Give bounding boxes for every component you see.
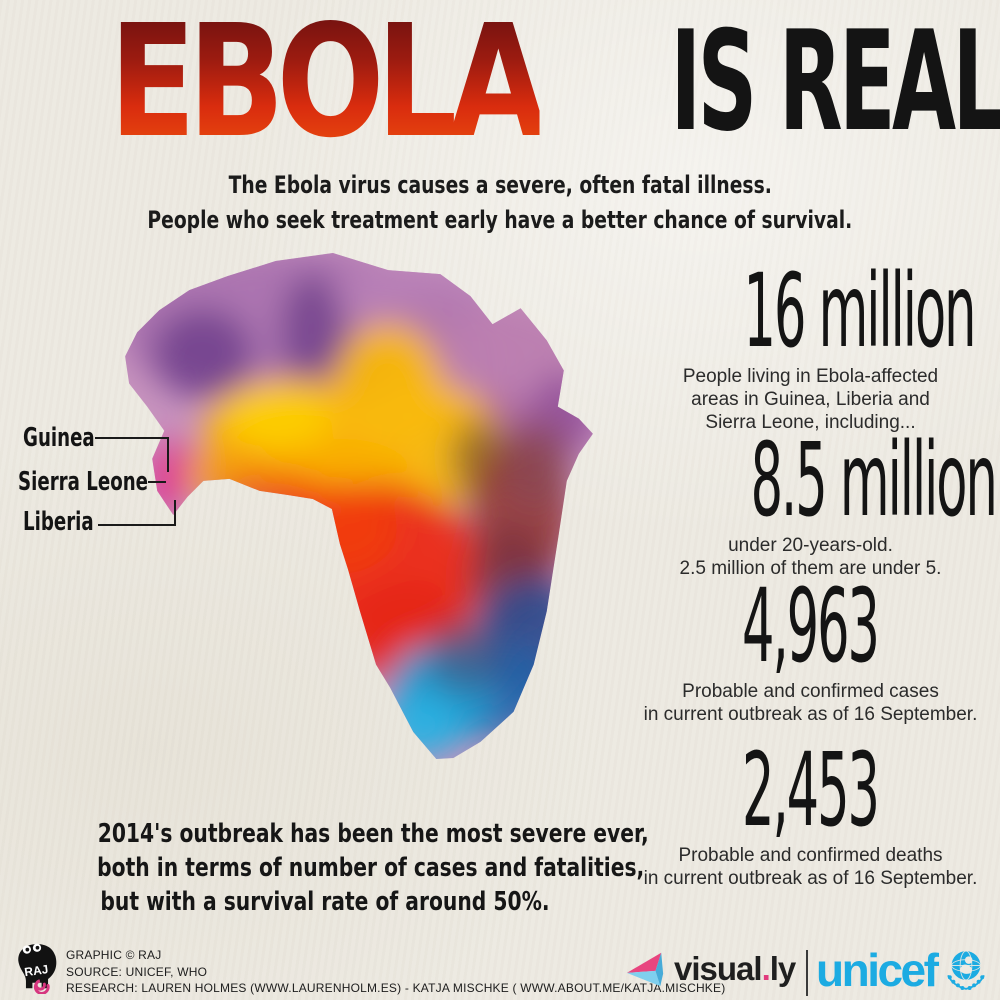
stat-desc-line: Sierra Leone, including...	[705, 412, 916, 433]
subtitle: The Ebola virus causes a severe, often f…	[0, 168, 1000, 238]
map-label-guinea: Guinea	[23, 423, 95, 453]
stat-value: 4,963	[742, 567, 880, 686]
stat-desc-line: in current outbreak as of 16 September.	[643, 704, 978, 725]
stat-desc-line: Probable and confirmed cases	[682, 681, 939, 702]
title-ebola-text: EBOLA	[109, 0, 547, 172]
logo-divider	[806, 950, 808, 996]
stat-description: under 20-years-old. 2.5 million of them …	[628, 534, 993, 580]
stat-description: Probable and confirmed deaths in current…	[628, 844, 993, 890]
visually-dot: .	[761, 950, 771, 987]
stat-value: 2,453	[742, 731, 880, 850]
stat-desc-line: areas in Guinea, Liberia and	[691, 389, 930, 410]
title-ebola: EBOLA	[62, 3, 582, 160]
title-is-real: IS REAL	[560, 12, 1000, 152]
callout-line-3: but with a survival rate of around 50%.	[100, 887, 550, 917]
subtitle-line-1: The Ebola virus causes a severe, often f…	[228, 171, 772, 199]
stat-value: 16 million	[743, 252, 976, 371]
visually-wordmark: visual.ly	[674, 950, 797, 988]
stat-desc-line: 2.5 million of them are under 5.	[679, 558, 942, 579]
visually-icon	[626, 952, 664, 987]
visually-suffix: ly	[769, 950, 797, 987]
unicef-emblem-icon	[947, 950, 986, 990]
callout-line-1: 2014's outbreak has been the most severe…	[97, 819, 649, 849]
stat-desc-line: under 20-years-old.	[728, 535, 893, 556]
stat-under-20: 8.5 million under 20-years-old. 2.5 mill…	[628, 421, 998, 580]
credit-graphic: GRAPHIC © RAJ	[66, 948, 162, 962]
stat-cases: 4,963 Probable and confirmed cases in cu…	[628, 567, 993, 726]
outbreak-callout: 2014's outbreak has been the most severe…	[20, 817, 649, 919]
map-label-liberia: Liberia	[23, 507, 94, 537]
guinea-pointer-line	[95, 437, 169, 472]
stat-desc-line: Probable and confirmed deaths	[678, 845, 943, 866]
africa-watercolor-map	[125, 253, 593, 759]
stat-people-affected: 16 million People living in Ebola-affect…	[628, 252, 993, 434]
stat-description: Probable and confirmed cases in current …	[628, 680, 993, 726]
stat-description: People living in Ebola-affected areas in…	[628, 365, 993, 434]
title-is-real-text: IS REAL	[670, 1, 1000, 162]
stat-desc-line: People living in Ebola-affected	[682, 366, 939, 387]
credit-source: SOURCE: UNICEF, WHO	[66, 964, 208, 979]
credits: GRAPHIC © RAJ SOURCE: UNICEF, WHO RESEAR…	[66, 947, 725, 997]
map-pointer-lines	[95, 437, 176, 526]
stat-value: 8.5 million	[750, 421, 998, 540]
stat-deaths: 2,453 Probable and confirmed deaths in c…	[628, 731, 993, 890]
credit-research: RESEARCH: LAUREN HOLMES (WWW.LAURENHOLM.…	[66, 981, 726, 995]
raj-mascot-icon: RAJ	[18, 943, 57, 994]
unicef-logo: unicef	[816, 941, 993, 999]
subtitle-line-2: People who seek treatment early have a b…	[147, 206, 853, 234]
visually-word: visual	[674, 950, 763, 987]
stat-desc-line: in current outbreak as of 16 September.	[643, 868, 978, 889]
mascot-name-text: RAJ	[24, 962, 50, 979]
visually-logo: visual.ly	[624, 948, 797, 990]
liberia-pointer-line	[98, 500, 176, 526]
unicef-wordmark: unicef	[816, 944, 939, 996]
callout-line-2: both in terms of number of cases and fat…	[97, 853, 645, 883]
map-label-sierra-leone: Sierra Leone	[18, 467, 149, 497]
